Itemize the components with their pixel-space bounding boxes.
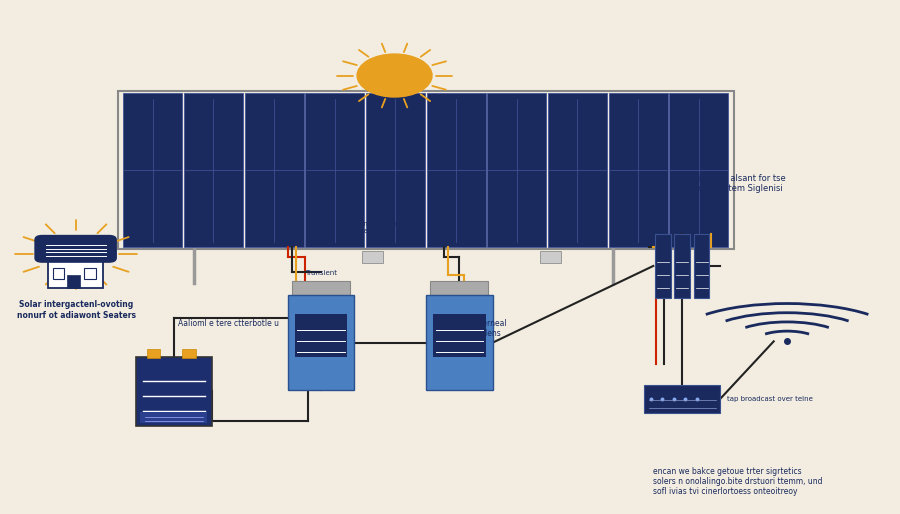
FancyBboxPatch shape [540,251,562,263]
FancyBboxPatch shape [294,314,347,357]
FancyBboxPatch shape [140,412,207,423]
FancyBboxPatch shape [305,94,364,247]
FancyBboxPatch shape [123,94,182,247]
FancyBboxPatch shape [548,94,607,247]
Text: Aalioml e tere ctterbotle u: Aalioml e tere ctterbotle u [177,319,279,328]
Text: Mcintaton alsant for tse
Derirrekotem Siglenisi: Mcintaton alsant for tse Derirrekotem Si… [686,174,786,193]
Text: Solar intergactenl-ovoting
nonurf ot adiawont Seaters: Solar intergactenl-ovoting nonurf ot adi… [16,301,136,320]
FancyBboxPatch shape [655,234,670,298]
FancyBboxPatch shape [487,94,546,247]
FancyBboxPatch shape [644,385,720,413]
FancyBboxPatch shape [292,281,350,296]
Circle shape [357,54,432,97]
FancyBboxPatch shape [366,94,425,247]
FancyBboxPatch shape [430,281,488,296]
Text: Transient: Transient [305,270,337,276]
FancyBboxPatch shape [670,94,728,247]
FancyBboxPatch shape [184,94,243,247]
Text: encan we bakce getoue trter sigrtetics
solers n onolalingo.bite drstuori ttemm, : encan we bakce getoue trter sigrtetics s… [653,467,823,497]
FancyBboxPatch shape [53,268,65,280]
FancyBboxPatch shape [674,234,690,298]
FancyBboxPatch shape [68,276,79,288]
FancyBboxPatch shape [35,235,116,262]
FancyBboxPatch shape [608,94,668,247]
FancyBboxPatch shape [182,348,195,358]
FancyBboxPatch shape [427,94,486,247]
FancyBboxPatch shape [147,348,160,358]
Text: Weatherneal
nono olens: Weatherneal nono olens [459,319,508,338]
FancyBboxPatch shape [694,234,709,298]
Text: Hemolms, ten
Rite oats: Hemolms, ten Rite oats [355,221,403,234]
FancyBboxPatch shape [245,94,303,247]
FancyBboxPatch shape [84,268,95,280]
FancyBboxPatch shape [136,357,212,426]
FancyBboxPatch shape [287,296,355,390]
FancyBboxPatch shape [48,258,103,288]
Text: tap broadcast over telne: tap broadcast over telne [727,396,814,402]
FancyBboxPatch shape [433,314,486,357]
FancyBboxPatch shape [426,296,492,390]
FancyBboxPatch shape [362,251,383,263]
